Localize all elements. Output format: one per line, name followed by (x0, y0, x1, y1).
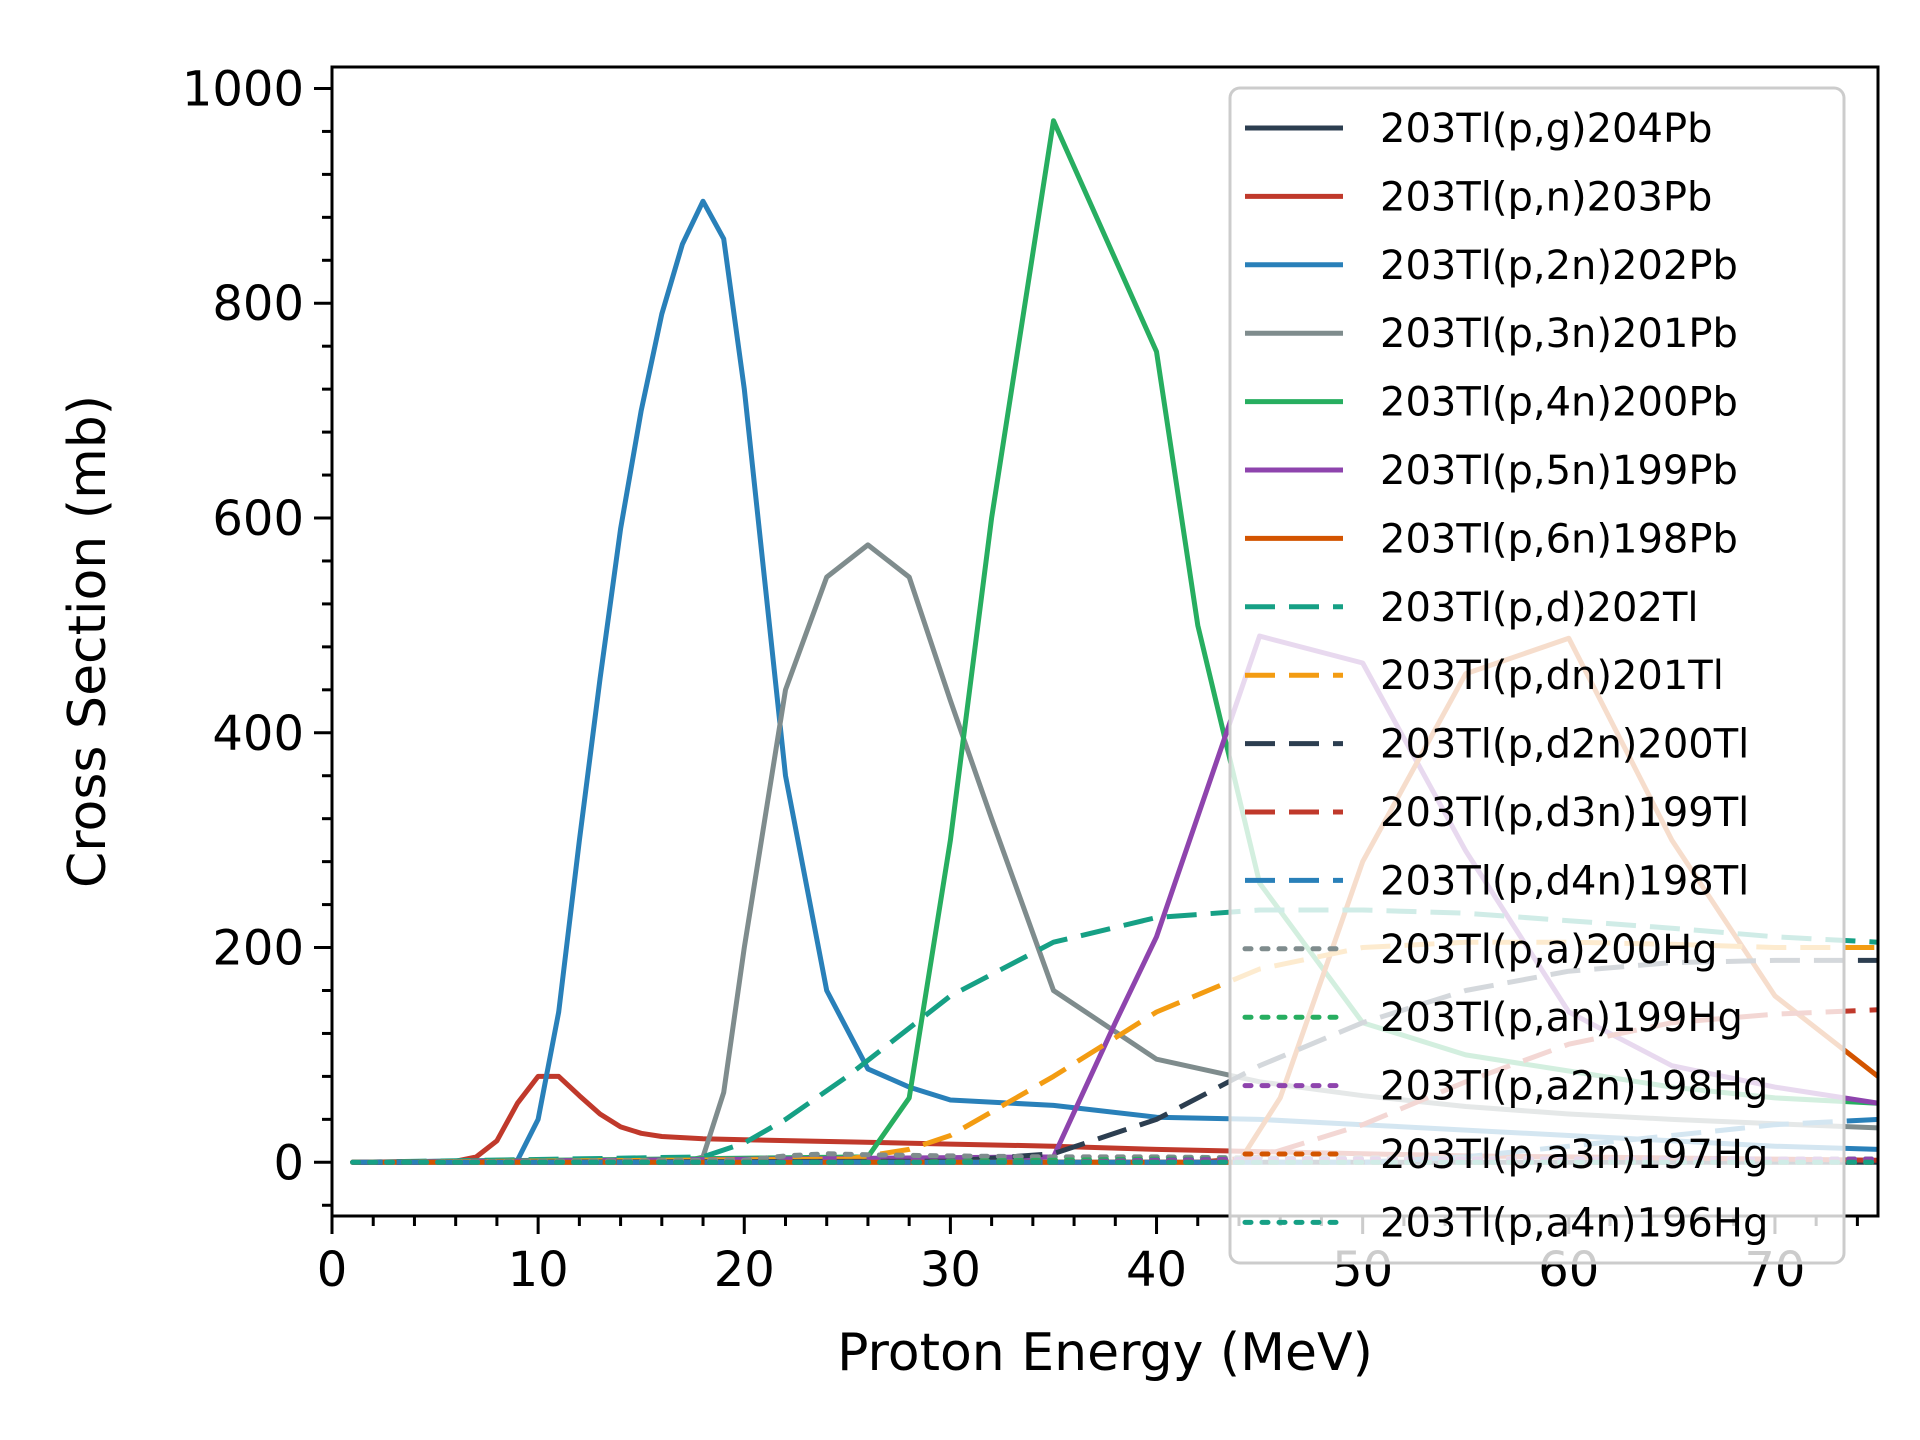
legend-label: 203Tl(p,a3n)197Hg (1380, 1132, 1768, 1178)
x-axis-label: Proton Energy (MeV) (837, 1323, 1373, 1383)
y-axis-label: Cross Section (mb) (58, 395, 118, 888)
x-tick-label: 30 (920, 1242, 981, 1298)
legend-label: 203Tl(p,a)200Hg (1380, 927, 1718, 973)
legend-label: 203Tl(p,dn)201Tl (1380, 653, 1724, 699)
legend-label: 203Tl(p,g)204Pb (1380, 106, 1712, 152)
y-tick-label: 800 (212, 276, 304, 332)
legend-label: 203Tl(p,3n)201Pb (1380, 311, 1738, 357)
y-tick-label: 0 (273, 1135, 304, 1191)
legend-label: 203Tl(p,4n)200Pb (1380, 380, 1738, 426)
legend-label: 203Tl(p,2n)202Pb (1380, 243, 1738, 289)
legend-box (1228, 86, 1846, 1265)
legend-label: 203Tl(p,an)199Hg (1380, 995, 1743, 1041)
y-tick-label: 400 (212, 706, 304, 762)
plot-frame (330, 65, 1880, 1218)
x-tick-label: 0 (317, 1242, 348, 1298)
y-tick-label: 200 (212, 921, 304, 977)
y-tick-label: 1000 (182, 61, 304, 117)
legend-label: 203Tl(p,n)203Pb (1380, 174, 1712, 220)
x-tick-label: 20 (714, 1242, 775, 1298)
x-tick-label: 10 (508, 1242, 569, 1298)
legend-label: 203Tl(p,6n)198Pb (1380, 516, 1738, 562)
legend-label: 203Tl(p,d3n)199Tl (1380, 790, 1749, 836)
legend: 203Tl(p,g)204Pb 203Tl(p,n)203Pb 203Tl(p,2n… (1228, 86, 1846, 1265)
x-tick-label: 40 (1126, 1242, 1187, 1298)
legend-label: 203Tl(p,a4n)196Hg (1380, 1200, 1768, 1246)
legend-label: 203Tl(p,5n)199Pb (1380, 448, 1738, 494)
legend-label: 203Tl(p,d)202Tl (1380, 585, 1699, 631)
legend-label: 203Tl(p,a2n)198Hg (1380, 1064, 1768, 1110)
legend-label: 203Tl(p,d2n)200Tl (1380, 722, 1749, 768)
legend-label: 203Tl(p,d4n)198Tl (1380, 858, 1749, 904)
y-tick-label: 600 (212, 491, 304, 547)
